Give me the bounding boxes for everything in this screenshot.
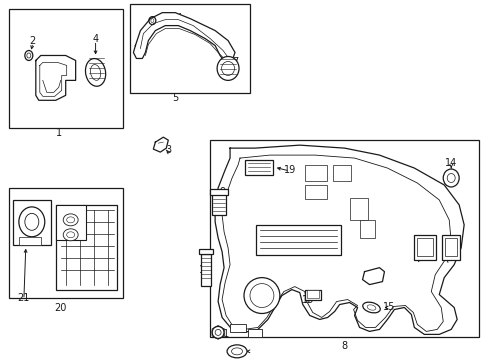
Text: 18: 18 [368, 273, 381, 283]
Polygon shape [133, 13, 235, 62]
Text: 17: 17 [441, 253, 453, 263]
Polygon shape [215, 145, 464, 334]
Bar [360, 220, 375, 238]
Text: 1: 1 [56, 128, 62, 138]
Ellipse shape [447, 174, 455, 183]
Text: 10: 10 [199, 265, 211, 275]
Ellipse shape [232, 348, 243, 355]
Ellipse shape [27, 53, 31, 58]
Bar [349, 198, 368, 220]
Ellipse shape [25, 213, 39, 230]
Text: 15: 15 [383, 302, 395, 311]
Bar [212, 191, 226, 215]
Ellipse shape [244, 278, 280, 314]
Text: 11: 11 [218, 329, 230, 339]
Bar [19, 237, 41, 245]
Ellipse shape [91, 64, 100, 80]
Bar [305, 289, 321, 300]
Bar [445, 238, 457, 256]
Bar [442, 235, 460, 260]
Bar [130, 4, 250, 93]
Ellipse shape [221, 62, 235, 75]
Text: 8: 8 [342, 341, 348, 351]
Ellipse shape [250, 284, 274, 307]
Ellipse shape [67, 232, 74, 238]
Ellipse shape [25, 50, 33, 60]
Polygon shape [363, 268, 385, 285]
Text: 14: 14 [445, 158, 457, 168]
Bar [245, 160, 273, 175]
Ellipse shape [363, 302, 380, 313]
Bar [199, 249, 213, 254]
Text: 7: 7 [232, 58, 238, 67]
Text: 9: 9 [219, 187, 225, 197]
Bar [415, 235, 436, 260]
Ellipse shape [85, 59, 106, 86]
Text: 12: 12 [234, 346, 246, 356]
Ellipse shape [367, 305, 376, 310]
Text: 20: 20 [54, 302, 67, 312]
Bar [305, 165, 327, 181]
Bar [9, 9, 123, 128]
Text: 16: 16 [413, 253, 425, 263]
Bar [230, 324, 246, 332]
Text: 2: 2 [30, 36, 36, 46]
Ellipse shape [63, 214, 78, 226]
Ellipse shape [227, 345, 247, 358]
Bar [56, 205, 118, 289]
Ellipse shape [151, 19, 154, 23]
Ellipse shape [67, 217, 74, 223]
Ellipse shape [217, 57, 239, 80]
Ellipse shape [149, 17, 156, 24]
Ellipse shape [443, 169, 459, 187]
Bar [13, 200, 51, 245]
Bar [417, 238, 433, 256]
Text: 19: 19 [284, 165, 296, 175]
Bar [201, 254, 211, 285]
Ellipse shape [63, 229, 78, 241]
Text: 4: 4 [93, 33, 98, 44]
Bar [9, 188, 123, 298]
Bar [307, 289, 318, 298]
Polygon shape [36, 55, 75, 100]
Ellipse shape [212, 327, 224, 338]
Text: 21: 21 [18, 293, 30, 302]
Bar [56, 205, 86, 240]
Text: 6: 6 [175, 13, 181, 23]
Bar [256, 225, 341, 255]
Polygon shape [153, 137, 168, 152]
Bar [248, 329, 262, 337]
Ellipse shape [19, 207, 45, 237]
Bar [210, 140, 479, 337]
Text: 13: 13 [302, 294, 314, 305]
Bar [210, 189, 228, 195]
Text: 3: 3 [165, 145, 172, 155]
Bar [305, 185, 327, 199]
Text: 5: 5 [172, 93, 178, 103]
Ellipse shape [215, 329, 221, 336]
Bar [333, 165, 350, 181]
